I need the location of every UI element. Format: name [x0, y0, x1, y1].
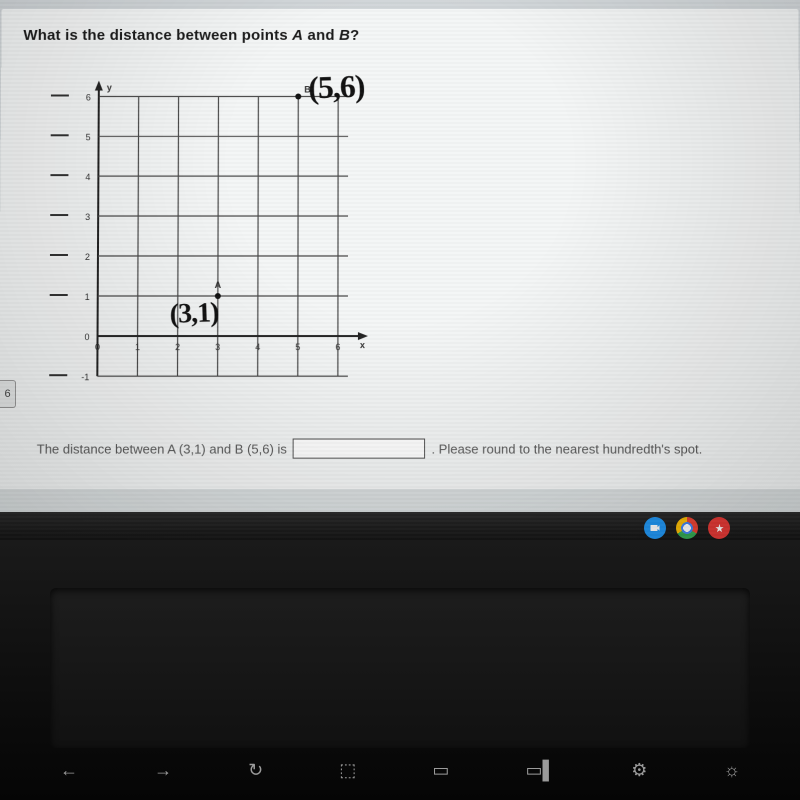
handwriting-a: (3,1) [169, 297, 219, 331]
svg-text:1: 1 [85, 292, 90, 302]
handwriting-b: (5,6) [308, 68, 365, 107]
forward-icon[interactable]: → [154, 760, 172, 781]
svg-text:A: A [215, 280, 222, 290]
svg-text:2: 2 [85, 252, 90, 262]
chrome-icon[interactable] [676, 517, 698, 539]
svg-text:x: x [360, 340, 365, 350]
coordinate-grid: 6 5 4 3 2 1 0 -1 0 1 2 3 4 5 6 y x [77, 77, 378, 397]
row-dash [50, 254, 68, 256]
window-icon[interactable]: ▭ [432, 760, 449, 781]
svg-text:6: 6 [335, 342, 340, 352]
answer-suffix: . Please round to the nearest hundredth'… [431, 441, 702, 456]
svg-text:4: 4 [85, 172, 90, 182]
svg-text:0: 0 [84, 332, 89, 342]
svg-text:0: 0 [95, 342, 100, 352]
row-dash [50, 174, 68, 176]
svg-text:3: 3 [85, 212, 90, 222]
brightness-icon[interactable]: ☼ [723, 760, 740, 781]
svg-text:y: y [107, 83, 112, 93]
question-text: What is the distance between points A an… [23, 27, 359, 44]
svg-text:-1: -1 [81, 372, 89, 382]
reload-icon[interactable]: ↻ [248, 760, 263, 781]
svg-text:5: 5 [86, 132, 91, 142]
svg-text:4: 4 [255, 342, 260, 352]
shelf: ← → ↻ ⬚ ▭ ▭▌ ⚙ ☼ [0, 740, 800, 800]
row-dash [50, 214, 68, 216]
overview-icon[interactable]: ⬚ [339, 760, 356, 781]
svg-text:3: 3 [215, 342, 220, 352]
dock-icon[interactable]: ▭▌ [525, 760, 555, 781]
worksheet-panel: What is the distance between points A an… [0, 9, 800, 489]
distance-input[interactable] [293, 439, 425, 459]
row-dash [50, 294, 68, 296]
row-dash [49, 374, 67, 376]
svg-text:5: 5 [295, 342, 300, 352]
back-icon[interactable]: ← [60, 760, 78, 781]
svg-text:6: 6 [86, 92, 91, 102]
svg-text:2: 2 [175, 342, 180, 352]
row-dash [51, 134, 69, 136]
settings-icon[interactable]: ⚙ [631, 760, 647, 781]
answer-prefix: The distance between A (3,1) and B (5,6)… [37, 441, 287, 456]
page-tab[interactable]: 6 [0, 380, 16, 408]
keyboard-deck [50, 588, 750, 748]
svg-text:1: 1 [135, 342, 140, 352]
row-dash [51, 95, 69, 97]
camera-icon[interactable] [644, 517, 666, 539]
app-red-icon[interactable] [708, 517, 730, 539]
answer-row: The distance between A (3,1) and B (5,6)… [37, 439, 703, 459]
